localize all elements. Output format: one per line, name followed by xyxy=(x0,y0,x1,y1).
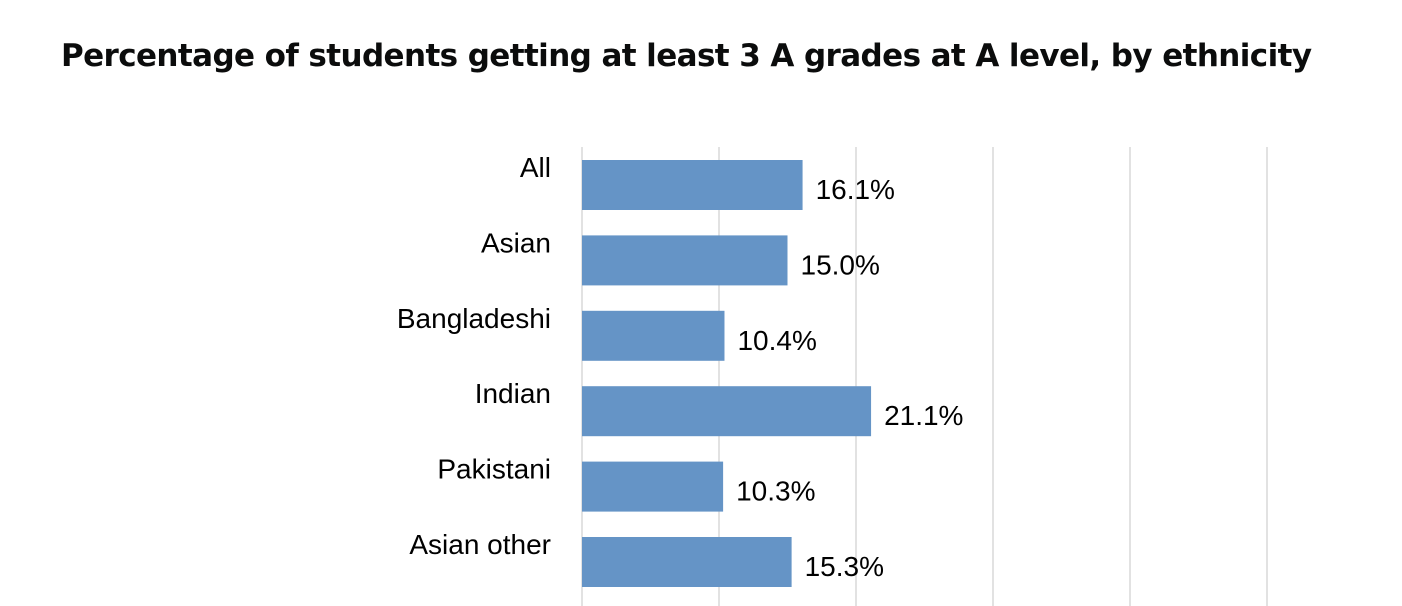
bar-asian-other xyxy=(582,537,792,587)
category-label-bangladeshi: Bangladeshi xyxy=(397,303,551,334)
bars xyxy=(582,160,872,587)
value-label-asian: 15.0% xyxy=(801,249,880,280)
value-labels: 16.1% 15.0% 10.4% 21.1% 10.3% 15.3% xyxy=(736,174,963,582)
bar-indian xyxy=(582,386,872,437)
bar-pakistani xyxy=(582,461,724,512)
bar-bangladeshi xyxy=(582,310,725,361)
category-label-all: All xyxy=(520,152,551,183)
category-label-asian: Asian xyxy=(481,227,551,258)
value-label-asian-other: 15.3% xyxy=(805,551,884,582)
value-label-all: 16.1% xyxy=(816,174,895,205)
value-label-bangladeshi: 10.4% xyxy=(737,325,816,356)
bar-asian xyxy=(582,235,788,286)
chart-title: Percentage of students getting at least … xyxy=(61,38,1312,74)
category-labels: All Asian Bangladeshi Indian Pakistani Asian … xyxy=(397,152,551,560)
gridlines xyxy=(581,147,1268,606)
category-label-asian-other: Asian other xyxy=(409,529,551,560)
value-label-pakistani: 10.3% xyxy=(736,476,815,507)
value-label-indian: 21.1% xyxy=(884,400,963,431)
category-label-indian: Indian xyxy=(475,378,551,409)
bar-all xyxy=(582,160,803,210)
category-label-pakistani: Pakistani xyxy=(437,454,551,485)
